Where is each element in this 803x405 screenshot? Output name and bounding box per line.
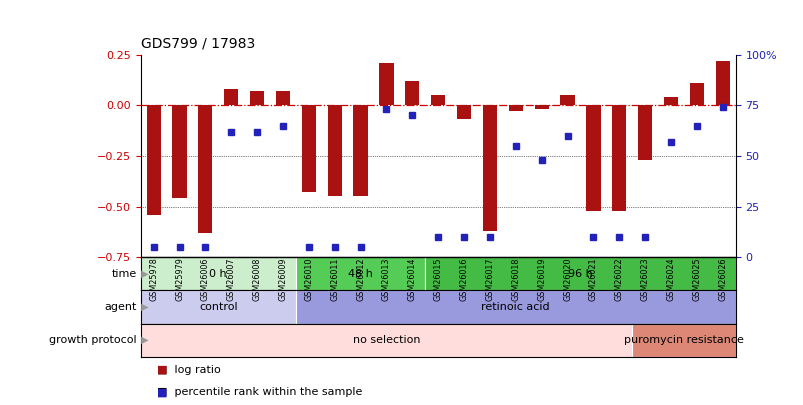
Bar <box>224 89 238 105</box>
Text: GSM26013: GSM26013 <box>381 257 390 301</box>
Bar <box>379 63 393 105</box>
Text: time: time <box>112 269 137 279</box>
Text: GSM26025: GSM26025 <box>691 257 700 301</box>
Bar <box>250 91 264 105</box>
FancyBboxPatch shape <box>296 290 735 324</box>
Bar <box>585 105 600 211</box>
Text: retinoic acid: retinoic acid <box>481 302 549 312</box>
FancyBboxPatch shape <box>631 324 735 357</box>
FancyBboxPatch shape <box>425 257 735 290</box>
Text: ■: ■ <box>157 387 167 397</box>
Text: ■  percentile rank within the sample: ■ percentile rank within the sample <box>157 387 361 397</box>
Bar <box>534 105 548 109</box>
Bar <box>146 105 161 215</box>
Text: agent: agent <box>104 302 137 312</box>
Bar <box>353 105 367 196</box>
FancyBboxPatch shape <box>141 290 296 324</box>
Bar <box>611 105 626 211</box>
Text: GSM26009: GSM26009 <box>278 257 287 301</box>
Text: GSM26007: GSM26007 <box>226 257 235 301</box>
Text: 96 h: 96 h <box>568 269 592 279</box>
Text: GSM26022: GSM26022 <box>614 257 623 301</box>
Bar <box>172 105 186 198</box>
Bar <box>689 83 703 105</box>
Text: GSM26016: GSM26016 <box>459 257 468 301</box>
FancyBboxPatch shape <box>296 257 425 290</box>
Text: control: control <box>199 302 238 312</box>
Text: ▶: ▶ <box>138 302 149 312</box>
Bar <box>275 91 290 105</box>
Text: GSM26020: GSM26020 <box>562 257 571 301</box>
Text: ■: ■ <box>157 365 167 375</box>
Bar <box>198 105 212 233</box>
Text: GDS799 / 17983: GDS799 / 17983 <box>141 36 255 51</box>
Bar <box>715 61 729 105</box>
Text: ▶: ▶ <box>138 269 149 279</box>
Text: GSM26018: GSM26018 <box>511 257 520 301</box>
Text: puromycin resistance: puromycin resistance <box>623 335 743 345</box>
FancyBboxPatch shape <box>141 257 296 290</box>
Bar <box>327 105 341 196</box>
Text: GSM26014: GSM26014 <box>407 257 416 301</box>
Text: 0 h: 0 h <box>210 269 226 279</box>
FancyBboxPatch shape <box>141 324 631 357</box>
Text: ■  log ratio: ■ log ratio <box>157 365 220 375</box>
Bar <box>301 105 316 192</box>
Bar <box>430 95 445 105</box>
Text: GSM26021: GSM26021 <box>588 257 597 301</box>
Text: GSM26019: GSM26019 <box>536 257 545 301</box>
Text: GSM26026: GSM26026 <box>717 257 727 301</box>
Text: GSM26011: GSM26011 <box>330 257 339 301</box>
Text: GSM26008: GSM26008 <box>252 257 261 301</box>
Text: 48 h: 48 h <box>348 269 373 279</box>
Bar <box>483 105 496 231</box>
Text: GSM26017: GSM26017 <box>485 257 494 301</box>
Text: GSM25979: GSM25979 <box>175 257 184 301</box>
Text: GSM26024: GSM26024 <box>666 257 675 301</box>
Bar <box>508 105 522 111</box>
Bar <box>456 105 471 119</box>
Text: ▶: ▶ <box>138 335 149 345</box>
Text: growth protocol: growth protocol <box>49 335 137 345</box>
Bar <box>663 97 677 105</box>
Bar <box>638 105 651 160</box>
Bar <box>560 95 574 105</box>
Text: GSM26015: GSM26015 <box>433 257 442 301</box>
Text: GSM26006: GSM26006 <box>201 257 210 301</box>
Text: GSM25978: GSM25978 <box>149 257 158 301</box>
Text: GSM26012: GSM26012 <box>356 257 365 301</box>
Text: GSM26010: GSM26010 <box>304 257 313 301</box>
Text: no selection: no selection <box>353 335 420 345</box>
Text: GSM26023: GSM26023 <box>640 257 649 301</box>
Bar <box>405 81 419 105</box>
